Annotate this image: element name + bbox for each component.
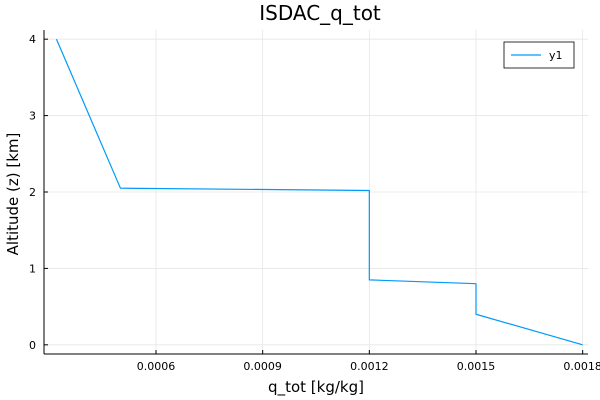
y-tick-label: 4 [29,33,36,46]
y-tick-label: 1 [29,262,36,275]
x-tick-label: 0.0012 [350,360,389,373]
y-tick-label: 0 [29,339,36,352]
x-tick-label: 0.0015 [457,360,496,373]
x-tick-label: 0.0006 [137,360,176,373]
axes: 0.0006 0.0009 0.0012 0.0015 0.0018 0 1 2 3 4 [29,30,600,373]
legend-label: y1 [549,49,563,62]
x-tick-label: 0.0018 [563,360,600,373]
y-tick-label: 2 [29,186,36,199]
chart-title: ISDAC_q_tot [259,1,381,25]
legend: y1 [503,41,575,69]
y-axis-title: Altitude (z) [km] [4,133,22,256]
x-tick-label: 0.0009 [243,360,282,373]
y-tick-label: 3 [29,110,36,123]
series [55,38,583,346]
series-line-y1 [55,38,583,346]
x-axis-title: q_tot [kg/kg] [268,378,364,397]
